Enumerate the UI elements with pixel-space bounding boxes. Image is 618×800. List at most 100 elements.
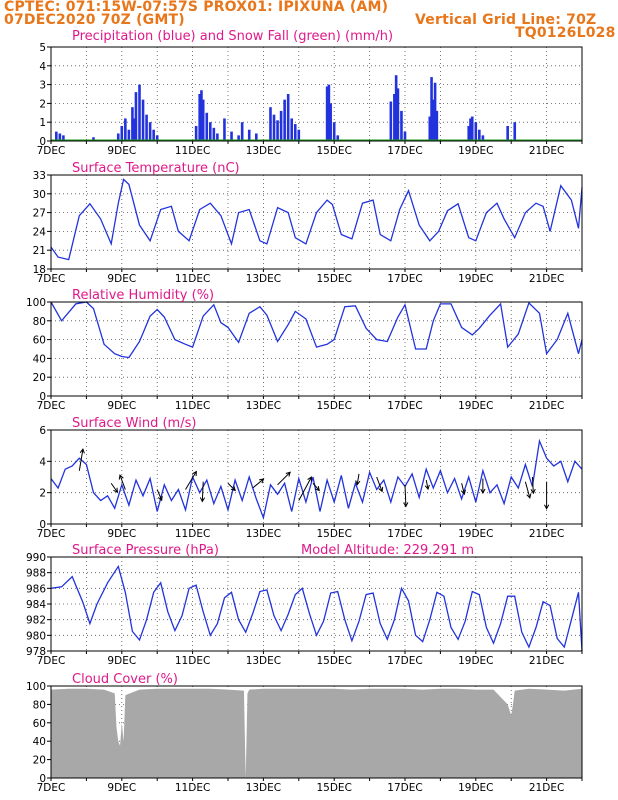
panel-humidity: 0 20 40 60 80 100 7DEC 9DEC 11DEC 13DEC 15DEC 17DEC… bbox=[26, 288, 583, 412]
header-grid-note: Vertical Grid Line: 70Z bbox=[415, 12, 597, 28]
y-tick-label: 18 bbox=[33, 264, 46, 276]
wind-arrow bbox=[185, 470, 197, 490]
precip-bar bbox=[506, 125, 509, 141]
header-title: CPTEC: 071:15W-07:57S PROX01: IPIXUNA (A… bbox=[4, 0, 389, 15]
y-tick-label: 982 bbox=[26, 615, 46, 627]
x-tick-label: 17DEC bbox=[387, 655, 422, 667]
precip-bar bbox=[205, 112, 209, 141]
precip-bar bbox=[297, 129, 301, 141]
wind-arrow bbox=[376, 476, 384, 493]
precip-bar bbox=[223, 118, 226, 141]
x-tick-label: 9DEC bbox=[107, 400, 136, 412]
precip-bar bbox=[269, 107, 272, 141]
wind-arrow bbox=[355, 473, 361, 486]
x-tick-label: 15DEC bbox=[316, 400, 351, 412]
plot-frame bbox=[50, 174, 583, 270]
precip-bar bbox=[120, 125, 124, 141]
x-tick-label: 7DEC bbox=[37, 782, 66, 794]
y-tick-label: 80 bbox=[33, 699, 46, 711]
precip-bar bbox=[216, 133, 219, 141]
precip-bar bbox=[329, 103, 332, 141]
pressure-line bbox=[50, 564, 583, 652]
y-tick-label: 1 bbox=[39, 117, 46, 129]
precip-bar bbox=[155, 135, 159, 141]
wind-arrow bbox=[227, 482, 236, 492]
wind-arrow bbox=[199, 481, 206, 503]
precip-bar bbox=[474, 122, 478, 141]
y-tick-label: 978 bbox=[26, 646, 46, 658]
x-tick-label: 7DEC bbox=[37, 528, 66, 540]
precip-bar bbox=[127, 129, 131, 141]
x-tick-label: 19DEC bbox=[458, 273, 493, 285]
precip-bar bbox=[55, 131, 58, 141]
y-tick-label: 2 bbox=[39, 488, 46, 500]
wind-arrow bbox=[110, 482, 119, 494]
y-tick-label: 20 bbox=[33, 755, 46, 767]
precip-bar bbox=[336, 135, 340, 141]
x-tick-label: 19DEC bbox=[458, 782, 493, 794]
precip-bar bbox=[433, 82, 437, 141]
x-tick-label: 11DEC bbox=[175, 145, 210, 157]
plot-frame bbox=[50, 301, 583, 397]
precip-bar bbox=[131, 107, 134, 141]
x-tick-label: 17DEC bbox=[387, 145, 422, 157]
precip-bar bbox=[148, 122, 152, 141]
wind-title: Surface Wind (m/s) bbox=[72, 416, 196, 431]
precip-bar bbox=[230, 131, 233, 141]
x-tick-label: 19DEC bbox=[458, 145, 493, 157]
precip-bar bbox=[478, 129, 481, 141]
x-tick-label: 21DEC bbox=[529, 655, 564, 667]
y-tick-label: 40 bbox=[33, 736, 46, 748]
panel-temperature: 18 21 24 27 30 33 7DEC 9DEC 11DEC 13DEC 15DEC 17DEC… bbox=[33, 161, 583, 285]
wind-arrow bbox=[118, 474, 126, 490]
y-tick-label: 984 bbox=[26, 599, 46, 611]
temperature-line bbox=[50, 178, 583, 261]
precip-bar bbox=[430, 77, 433, 141]
x-tick-label: 17DEC bbox=[387, 782, 422, 794]
precip-bar bbox=[470, 116, 474, 141]
x-tick-label: 7DEC bbox=[37, 145, 66, 157]
plot-frame bbox=[50, 429, 583, 525]
precip-bar bbox=[283, 99, 286, 141]
y-tick-label: 0 bbox=[39, 391, 46, 403]
y-tick-label: 21 bbox=[33, 245, 46, 257]
header-run-id: TQ0126L028 bbox=[515, 25, 616, 41]
y-tick-label: 20 bbox=[33, 372, 46, 384]
precip-bar bbox=[327, 84, 331, 141]
x-tick-label: 7DEC bbox=[37, 273, 66, 285]
humidity-title: Relative Humidity (%) bbox=[72, 288, 214, 303]
wind-arrow bbox=[252, 478, 265, 489]
precip-bar bbox=[92, 137, 95, 141]
precip-bar bbox=[467, 125, 471, 141]
x-tick-label: 17DEC bbox=[387, 528, 422, 540]
y-tick-label: 2 bbox=[39, 98, 46, 110]
x-tick-label: 13DEC bbox=[246, 145, 281, 157]
precip-bar bbox=[432, 99, 435, 141]
x-tick-label: 11DEC bbox=[175, 528, 210, 540]
precip-bar bbox=[124, 118, 127, 141]
y-tick-label: 6 bbox=[39, 425, 46, 437]
wind-arrow bbox=[544, 481, 550, 510]
precip-bar bbox=[212, 127, 216, 141]
header-date: 07DEC2020 70Z (GMT) bbox=[4, 12, 185, 28]
wind-arrow bbox=[78, 448, 85, 471]
precip-bar bbox=[403, 131, 407, 141]
x-tick-label: 11DEC bbox=[175, 782, 210, 794]
precip-bar bbox=[400, 110, 403, 141]
y-tick-label: 0 bbox=[39, 136, 46, 148]
x-tick-label: 11DEC bbox=[175, 655, 210, 667]
y-tick-label: 33 bbox=[33, 170, 46, 182]
precip-bar bbox=[276, 120, 279, 141]
x-tick-label: 13DEC bbox=[246, 273, 281, 285]
y-tick-label: 60 bbox=[33, 718, 46, 730]
precip-bar bbox=[513, 122, 517, 141]
pressure-title: Surface Pressure (hPa) bbox=[72, 543, 219, 558]
y-tick-label: 986 bbox=[26, 583, 46, 595]
x-tick-label: 15DEC bbox=[316, 655, 351, 667]
y-tick-label: 4 bbox=[39, 61, 46, 73]
precip-bar bbox=[481, 135, 485, 141]
precip-bar bbox=[286, 94, 290, 141]
x-tick-label: 13DEC bbox=[246, 400, 281, 412]
wind-arrow bbox=[424, 480, 430, 491]
x-tick-label: 9DEC bbox=[107, 655, 136, 667]
